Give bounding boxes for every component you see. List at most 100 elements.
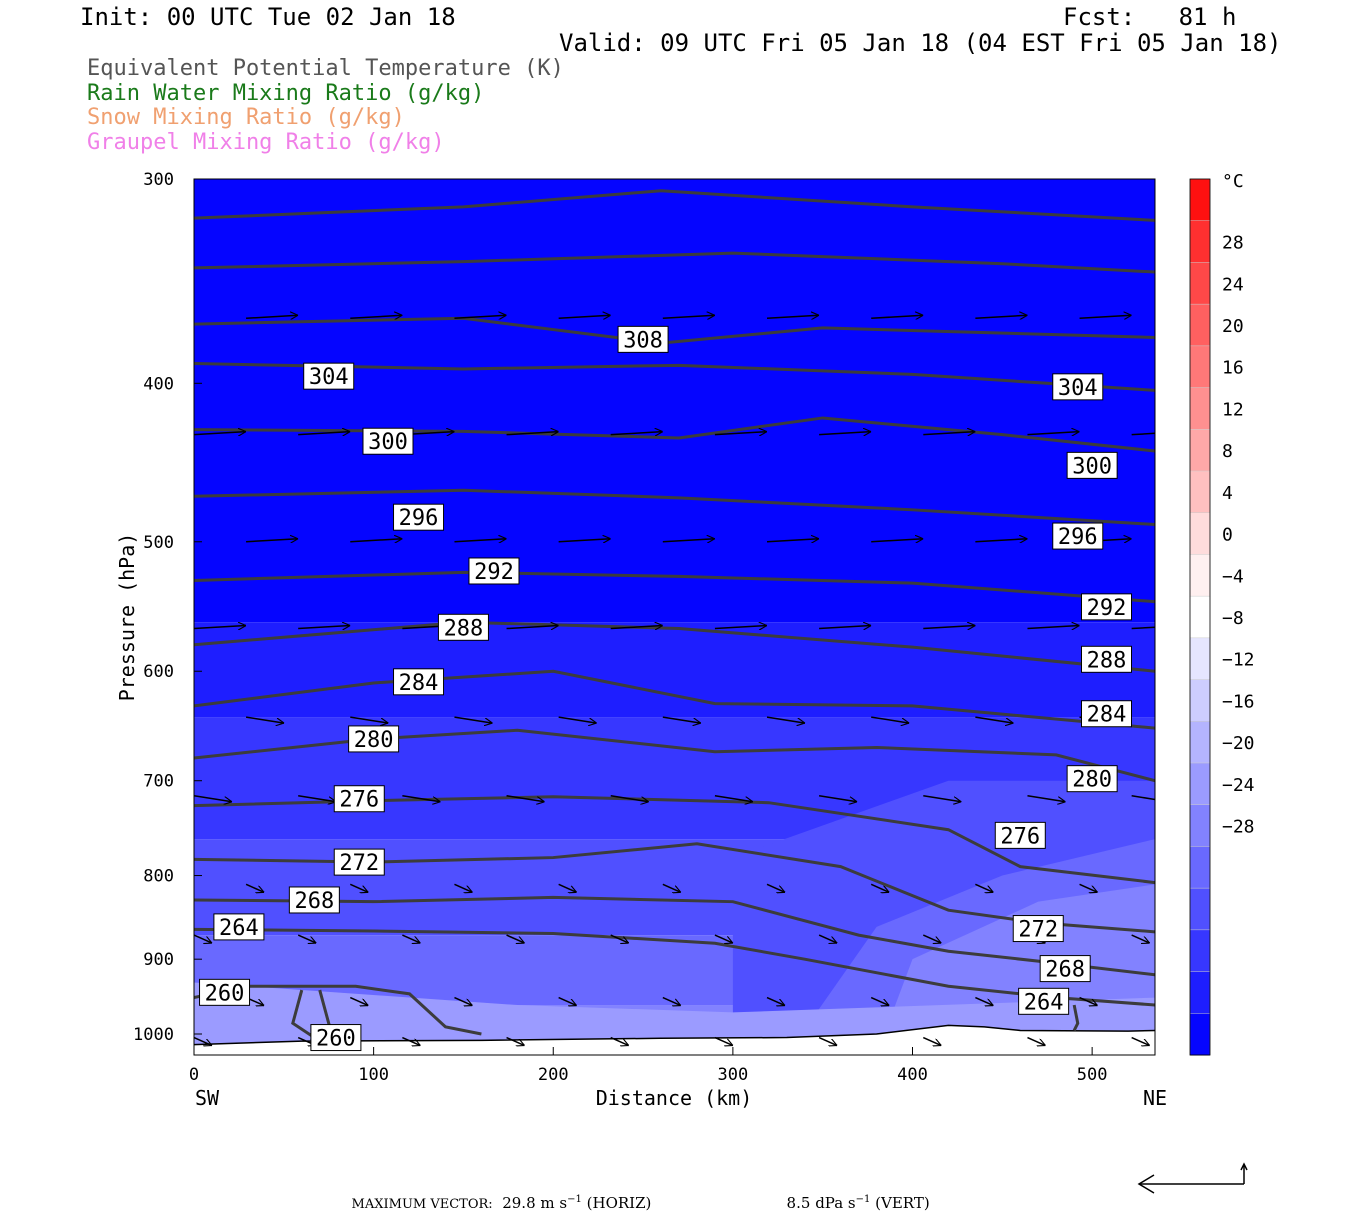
colorbar-swatch: [1189, 846, 1211, 889]
label-text: 264: [1024, 990, 1064, 1015]
label-box: [1018, 987, 1070, 1015]
wind-vector: [1079, 996, 1098, 1006]
label-text: 260: [316, 1027, 356, 1052]
colorbar-swatch: [1189, 637, 1211, 681]
wind-vector: [766, 539, 819, 542]
label-box: [468, 557, 520, 585]
wind-vector: [975, 996, 993, 1006]
contour-264-b: [1072, 1004, 1080, 1032]
label-text: 280: [1072, 768, 1112, 793]
colorbar-swatch: [1189, 929, 1211, 973]
wind-vector: [506, 626, 559, 629]
colorbar-label: 0: [1222, 525, 1233, 546]
wind-vector: [1079, 315, 1132, 318]
label-text: 276: [339, 788, 379, 813]
wind-vector: [610, 1036, 629, 1046]
label-box: [1039, 955, 1091, 983]
wind-vector: [922, 934, 941, 943]
contour-label-272: 272: [333, 848, 385, 876]
contour-label-260: 260: [199, 978, 251, 1006]
y-tick-label: 500: [143, 533, 174, 553]
wind-vector: [819, 432, 871, 435]
label-text: 284: [399, 671, 439, 696]
label-box: [199, 978, 251, 1006]
wind-vector: [975, 883, 993, 892]
wind-vector: [818, 795, 857, 802]
wind-vector: [819, 626, 871, 629]
colorbar-swatch: [1189, 345, 1211, 389]
x-tick-label: 300: [718, 1065, 749, 1085]
max-vector-vert: 8.5 dPa s−1 (VERT): [777, 1176, 930, 1212]
wind-vector: [298, 432, 350, 435]
colorbar-label: −12: [1222, 650, 1255, 671]
contour-288: [194, 620, 1155, 673]
colorbar-swatch: [1189, 512, 1211, 556]
label-box: [437, 613, 489, 641]
y-tick-label: 400: [143, 374, 174, 394]
wind-vector: [871, 716, 909, 723]
wind-vector: [350, 315, 402, 318]
wind-vector: [298, 626, 350, 629]
label-text: 308: [623, 328, 663, 353]
wind-vector: [871, 315, 923, 318]
wind-vector: [558, 716, 597, 723]
contour-label-304: 304: [303, 362, 355, 390]
label-box: [348, 725, 400, 753]
colorbar-label: −28: [1222, 817, 1255, 838]
wind-vector: [818, 934, 837, 943]
wind-vector: [610, 432, 663, 435]
wind-vector: [610, 795, 649, 802]
colorbar-swatch: [1189, 804, 1211, 848]
colorbar-label: −16: [1222, 691, 1255, 712]
legend-theta-e: Equivalent Potential Temperature (K): [87, 56, 564, 81]
colorbar-swatch: [1189, 762, 1211, 806]
max-vert-units: dPa s: [815, 1194, 856, 1212]
contour-label-268: 268: [288, 886, 340, 914]
x-tick-label: 0: [189, 1065, 199, 1085]
label-text: 288: [1087, 648, 1127, 673]
colorbar-swatch: [1189, 1013, 1211, 1056]
contour-label-284: 284: [1081, 700, 1133, 728]
label-box: [1081, 593, 1133, 621]
colorbar-swatch: [1189, 303, 1211, 347]
wind-vector: [1027, 795, 1065, 802]
contour-label-308: 308: [617, 325, 669, 353]
label-text: 296: [1058, 525, 1098, 550]
wind-vector: [871, 539, 923, 542]
label-text: 296: [399, 506, 439, 531]
wind-vector: [923, 795, 961, 802]
plot-frame: [193, 178, 1156, 1056]
label-text: 288: [444, 616, 484, 641]
wind-vector: [454, 996, 472, 1006]
colorbar-swatch: [1189, 470, 1211, 514]
label-box: [333, 785, 385, 813]
colorbar-swatch: [1189, 262, 1211, 305]
colorbar-swatch: [1189, 679, 1211, 723]
left-end-label: SW: [195, 1086, 220, 1110]
wind-vector: [558, 883, 577, 892]
contour-label-260: 260: [310, 1024, 362, 1052]
wind-vector: [246, 315, 298, 318]
y-tick-label: 700: [143, 772, 174, 792]
colorbar-label: −20: [1222, 733, 1255, 754]
forecast-hour: Fcst: 81 h: [1063, 3, 1237, 31]
max-vector-note: MAXIMUM VECTOR: 29.8 m s−1 (HORIZ): [342, 1176, 652, 1212]
wind-vector: [194, 934, 212, 943]
label-box: [310, 1024, 362, 1052]
wind-vector: [662, 996, 681, 1006]
wind-vector: [402, 795, 440, 802]
label-box: [213, 913, 265, 941]
label-text: 284: [1087, 703, 1127, 728]
contour-label-296: 296: [393, 503, 445, 531]
max-vert-value: 8.5: [786, 1194, 811, 1212]
wind-vector: [662, 539, 715, 542]
contour-label-276: 276: [994, 821, 1046, 849]
max-vert-note: (VERT): [875, 1194, 930, 1212]
contour-label-292: 292: [468, 557, 520, 585]
wind-vector: [1027, 626, 1079, 629]
y-tick-label: 600: [143, 662, 174, 682]
wind-vector: [1079, 883, 1098, 892]
colorbar-label: 24: [1222, 274, 1244, 295]
wind-vector: [245, 716, 284, 723]
wind-vector: [714, 432, 767, 435]
